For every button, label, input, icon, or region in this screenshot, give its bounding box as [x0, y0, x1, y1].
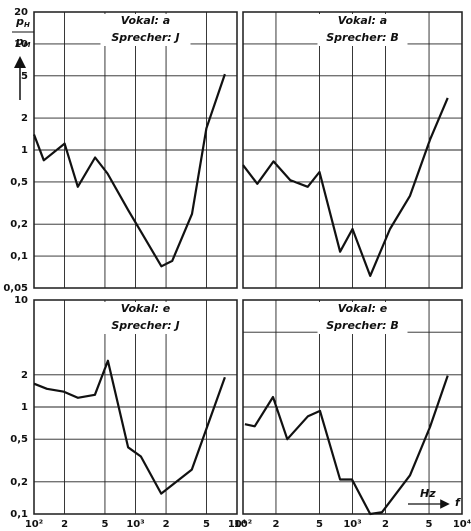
y-tick-label: 20	[14, 7, 28, 18]
panel-title: Vokal: a	[338, 14, 387, 27]
panel-title: Vokal: e	[338, 302, 388, 315]
data-line	[32, 73, 226, 268]
y-tick-label: 0,2	[10, 477, 28, 488]
panel-subtitle: Sprecher: B	[326, 31, 399, 44]
y-tick-label: 0,05	[3, 283, 28, 294]
x-tick-label: 10²	[25, 519, 43, 530]
x-symbol: f	[455, 496, 461, 509]
x-tick-label: 5	[203, 519, 210, 530]
y-tick-label: 1	[21, 402, 28, 413]
x-tick-label: 5	[101, 519, 108, 530]
label-part: p	[15, 35, 24, 48]
y-tick-label: 10	[14, 39, 28, 50]
y-tick-label: 10	[14, 295, 28, 306]
y-label-denominator: pM	[15, 35, 31, 49]
x-tick-label: 10³	[343, 519, 361, 530]
panel-subtitle: Sprecher: J	[111, 319, 179, 332]
x-tick-label: 2	[272, 519, 279, 530]
data-line	[33, 359, 226, 495]
x-tick-label: 2	[61, 519, 68, 530]
y-tick-label: 2	[21, 370, 28, 381]
x-tick-label: 5	[316, 519, 323, 530]
x-tick-label: 10³	[126, 519, 144, 530]
panel-title: Vokal: e	[121, 302, 171, 315]
label-part: M	[23, 41, 30, 49]
y-tick-label: 5	[21, 71, 28, 82]
x-tick-label: 10⁴	[453, 519, 471, 530]
panel-title: Vokal: a	[121, 14, 170, 27]
panel-subtitle: Sprecher: B	[326, 319, 399, 332]
y-tick-label: 0,5	[10, 434, 28, 445]
title-bg	[100, 14, 191, 46]
x-tick-label: 10²	[234, 519, 252, 530]
x-tick-label: 2	[163, 519, 170, 530]
x-tick-label: 5	[426, 519, 433, 530]
y-tick-label: 1	[21, 145, 28, 156]
x-tick-label: 10⁴	[228, 519, 246, 530]
title-bg	[317, 14, 408, 46]
y-tick-label: 0,1	[10, 509, 28, 520]
y-tick-label: 0,5	[10, 177, 28, 188]
panel-subtitle: Sprecher: J	[111, 31, 179, 44]
y-tick-label: 0,1	[10, 251, 28, 262]
data-line	[242, 97, 449, 277]
y-tick-label: 0,2	[10, 219, 28, 230]
title-bg	[100, 302, 191, 334]
y-label-numerator: pH	[15, 15, 30, 29]
x-unit: Hz	[420, 487, 436, 500]
x-tick-label: 2	[382, 519, 389, 530]
data-line	[244, 375, 449, 516]
label-part: H	[24, 21, 30, 29]
y-tick-label: 2	[21, 113, 28, 124]
label-part: p	[15, 15, 24, 28]
title-bg	[317, 302, 408, 334]
